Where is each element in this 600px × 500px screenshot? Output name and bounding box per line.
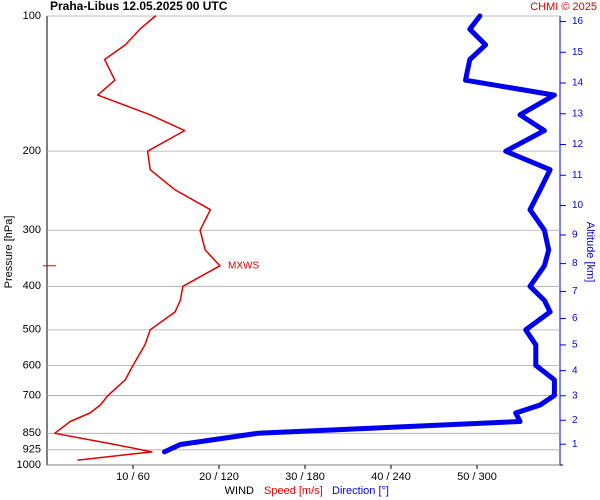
y2-tick-label: 12 <box>572 139 584 150</box>
y-tick-label: 1000 <box>17 459 41 471</box>
x-tick-label: 30 / 180 <box>285 471 325 483</box>
x-axis-label-direction: Direction [°] <box>332 485 389 497</box>
y2-tick-label: 2 <box>572 415 578 426</box>
x-tick-label: 40 / 240 <box>371 471 411 483</box>
x-tick-label: 10 / 60 <box>116 471 150 483</box>
y-tick-label: 400 <box>23 280 41 292</box>
y-tick-label: 850 <box>23 427 41 439</box>
speed-line <box>53 15 221 461</box>
y-axis-label: Pressure [hPa] <box>3 216 15 289</box>
y2-tick-label: 4 <box>572 365 578 376</box>
y-tick-label: 300 <box>23 224 41 236</box>
x-tick-label: 50 / 300 <box>457 471 497 483</box>
y2-tick-label: 10 <box>572 200 584 211</box>
y2-tick-label: 1 <box>572 439 578 450</box>
x-axis-label: WIND <box>225 485 254 497</box>
y2-tick-label: 6 <box>572 313 578 324</box>
x-axis-label-speed: Speed [m/s] <box>264 485 323 497</box>
y-tick-label: 925 <box>23 444 41 456</box>
y2-tick-label: 9 <box>572 230 578 241</box>
copyright: CHMI © 2025 <box>530 1 597 13</box>
y-tick-label: 100 <box>23 10 41 22</box>
y-tick-label: 200 <box>23 145 41 157</box>
x-tick-label: 20 / 120 <box>199 471 239 483</box>
y-tick-label: 500 <box>23 324 41 336</box>
y2-tick-label: 7 <box>572 286 578 297</box>
y2-tick-label: 11 <box>572 170 583 181</box>
y2-tick-label: 14 <box>572 78 584 89</box>
y2-tick-label: 5 <box>572 340 578 351</box>
y2-axis-label: Altitude [km] <box>584 222 596 283</box>
y-tick-label: 700 <box>23 389 41 401</box>
chart-title: Praha-Libus 12.05.2025 00 UTC <box>50 0 228 13</box>
y2-tick-label: 8 <box>572 258 578 269</box>
y-tick-label: 600 <box>23 359 41 371</box>
direction-line <box>162 13 557 455</box>
annotation: MXWS <box>228 260 259 271</box>
y2-tick-label: 3 <box>572 390 578 401</box>
y2-tick-label: 16 <box>572 16 584 27</box>
y2-tick-label: 15 <box>572 47 584 58</box>
y2-tick-label: 13 <box>572 108 584 119</box>
